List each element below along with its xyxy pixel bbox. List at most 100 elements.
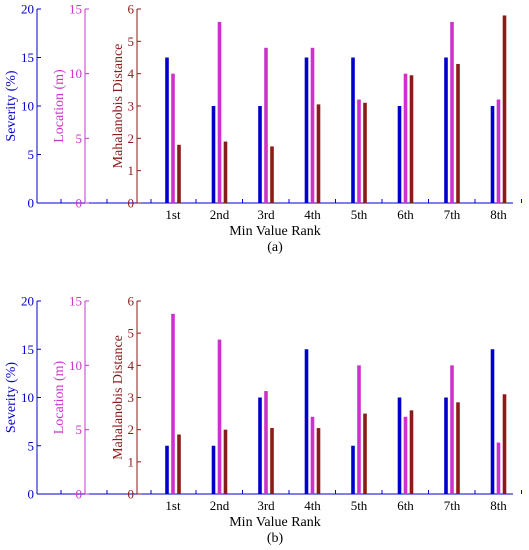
y-tick-label: 2 — [128, 131, 135, 146]
x-tick-label: 6th — [397, 207, 414, 222]
y-tick-label: 4 — [128, 66, 135, 81]
y-tick-label: 5 — [128, 34, 135, 49]
bar-location — [264, 47, 268, 203]
x-tick-label: 7th — [444, 207, 461, 222]
bar-severity — [397, 106, 402, 203]
y-tick-label: 6 — [128, 2, 135, 17]
bar-location — [264, 391, 268, 494]
bar-mahalanobis — [456, 402, 460, 494]
bar-severity — [351, 445, 355, 494]
bar-location — [310, 416, 315, 494]
y-tick-label: 2 — [128, 422, 135, 437]
y-tick-label: 0 — [76, 487, 83, 502]
bar-severity — [165, 57, 169, 203]
x-tick-label: 7th — [444, 498, 461, 513]
x-tick-label: 2nd — [210, 207, 230, 222]
y-axis-title-1: Severity (%) — [4, 362, 19, 433]
bar-mahalanobis — [177, 144, 181, 203]
bar-location — [403, 73, 408, 204]
y-tick-label: 0 — [128, 487, 135, 502]
x-tick-label: 6th — [397, 498, 414, 513]
x-tick-label: 1st — [165, 207, 181, 222]
x-tick-label: 1st — [165, 498, 181, 513]
y-tick-label: 20 — [21, 294, 34, 309]
bar-severity — [351, 57, 355, 203]
y-axis-title-1: Severity (%) — [4, 70, 19, 141]
bar-severity — [444, 57, 448, 203]
bar-mahalanobis — [223, 141, 228, 203]
bar-mahalanobis — [363, 102, 367, 203]
bar-location — [357, 99, 361, 203]
x-tick-label: 8th — [490, 207, 507, 222]
y-tick-label: 3 — [128, 99, 135, 114]
bar-location — [450, 21, 454, 203]
bar-mahalanobis — [316, 428, 321, 494]
bar-severity — [258, 397, 262, 494]
x-tick-label: 5th — [351, 498, 368, 513]
y-tick-label: 10 — [21, 99, 34, 114]
bar-location — [217, 339, 222, 494]
bar-mahalanobis — [409, 75, 414, 203]
bar-severity — [211, 445, 216, 494]
bar-mahalanobis — [502, 394, 507, 494]
y-tick-label: 1 — [128, 163, 135, 178]
bar-mahalanobis — [177, 434, 181, 494]
y-tick-label: 4 — [128, 358, 135, 373]
y-tick-label: 10 — [21, 390, 34, 405]
y-tick-label: 5 — [76, 131, 83, 146]
bar-location — [403, 416, 408, 494]
bar-location — [217, 21, 222, 203]
bar-mahalanobis — [409, 410, 414, 494]
bar-location — [496, 99, 501, 203]
x-tick-label: 5th — [351, 207, 368, 222]
y-tick-label: 15 — [21, 342, 34, 357]
y-tick-label: 15 — [69, 294, 82, 309]
x-tick-label: 8th — [490, 498, 507, 513]
x-tick-label: 4th — [304, 498, 321, 513]
x-axis-title: Min Value Rank — [229, 515, 321, 530]
bar-mahalanobis — [363, 413, 367, 494]
bar-severity — [211, 106, 216, 203]
y-tick-label: 0 — [28, 487, 35, 502]
y-tick-label: 15 — [69, 2, 82, 17]
bar-mahalanobis — [223, 429, 228, 494]
bar-severity — [490, 106, 495, 203]
y-tick-label: 0 — [76, 196, 83, 211]
bar-location — [310, 47, 315, 203]
y-tick-label: 1 — [128, 454, 135, 469]
y-tick-label: 0 — [28, 196, 35, 211]
bar-severity — [304, 349, 309, 494]
y-tick-label: 0 — [128, 196, 135, 211]
y-axis-title-2: Location (m) — [52, 360, 67, 434]
y-tick-label: 6 — [128, 294, 135, 309]
bar-location — [171, 73, 175, 204]
y-tick-label: 5 — [128, 326, 135, 341]
bar-mahalanobis — [270, 428, 274, 494]
y-tick-label: 3 — [128, 390, 135, 405]
x-tick-label: 3rd — [257, 498, 275, 513]
y-axis-title-3: Mahalanobis Distance — [111, 335, 126, 460]
bar-severity — [165, 445, 169, 494]
y-tick-label: 15 — [21, 50, 34, 65]
bar-mahalanobis — [316, 104, 321, 203]
bar-severity — [397, 397, 402, 494]
y-axis-title-2: Location (m) — [52, 69, 67, 143]
y-tick-label: 5 — [28, 147, 35, 162]
y-axis-title-3: Mahalanobis Distance — [111, 44, 126, 169]
x-tick-label: 3rd — [257, 207, 275, 222]
bar-mahalanobis — [502, 15, 507, 204]
x-tick-label: 2nd — [210, 498, 230, 513]
bar-severity — [444, 397, 448, 494]
y-tick-label: 10 — [69, 66, 82, 81]
bar-mahalanobis — [270, 146, 274, 203]
y-tick-label: 5 — [28, 438, 35, 453]
y-tick-label: 10 — [69, 358, 82, 373]
x-tick-label: 4th — [304, 207, 321, 222]
y-tick-label: 20 — [21, 2, 34, 17]
bar-location — [450, 365, 454, 494]
bar-location — [496, 442, 501, 494]
panel-label: (a) — [267, 240, 283, 255]
bar-severity — [304, 57, 309, 203]
bar-location — [171, 313, 175, 494]
